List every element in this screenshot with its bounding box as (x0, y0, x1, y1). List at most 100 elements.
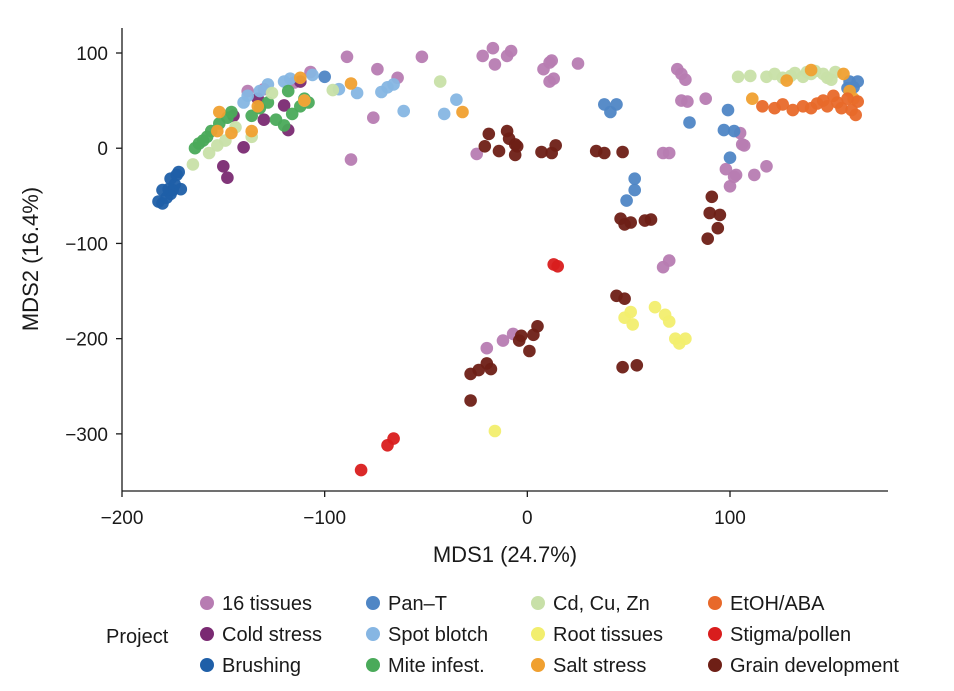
data-point (397, 104, 411, 118)
data-point (450, 93, 463, 106)
legend-title: Project (106, 626, 169, 648)
data-point (488, 424, 502, 438)
series-pan-t (318, 70, 864, 207)
data-point (549, 139, 562, 152)
legend-marker (366, 596, 380, 610)
data-point (202, 146, 216, 160)
data-point (703, 206, 716, 220)
legend-marker (200, 627, 214, 641)
data-point (849, 108, 862, 122)
data-point (598, 146, 611, 160)
data-point (387, 432, 400, 445)
data-point (624, 305, 637, 319)
data-point (780, 74, 793, 87)
legend-label: Brushing (222, 655, 301, 677)
data-point (294, 71, 307, 85)
legend-item: Cold stress (200, 624, 322, 646)
data-point (618, 292, 631, 306)
legend-item: 16 tissues (200, 593, 312, 615)
data-point (221, 171, 234, 184)
data-point (253, 84, 267, 98)
data-point (213, 105, 226, 119)
data-point (551, 260, 564, 273)
data-point (523, 344, 536, 358)
data-point (648, 300, 662, 314)
y-tick-label: 100 (76, 44, 108, 65)
data-point (237, 96, 250, 109)
legend-label: 16 tissues (222, 593, 312, 615)
x-tick-label: 100 (714, 508, 746, 529)
legend-label: Spot blotch (388, 624, 488, 646)
legend-item: Pan–T (366, 593, 447, 615)
data-point (257, 113, 271, 126)
legend-marker (708, 658, 722, 672)
legend-item: Cd, Cu, Zn (531, 593, 650, 615)
data-point (156, 183, 169, 197)
data-point (217, 160, 230, 173)
legend-item: Brushing (200, 655, 301, 677)
x-axis-title: MDS1 (24.7%) (433, 542, 577, 567)
data-point (705, 190, 719, 204)
data-point (265, 86, 279, 100)
data-point (277, 75, 291, 88)
data-point (371, 62, 384, 76)
data-point (851, 75, 864, 88)
series-root-tissues (488, 300, 692, 438)
data-point (616, 145, 629, 159)
data-point (211, 124, 224, 138)
data-point (662, 315, 676, 328)
legend-label: Mite infest. (388, 655, 485, 677)
data-point (496, 334, 510, 347)
legend-label: Root tissues (553, 624, 663, 646)
data-point (464, 394, 477, 407)
data-point (245, 109, 258, 123)
data-point (744, 69, 757, 83)
data-point (701, 232, 714, 245)
data-point (281, 84, 295, 98)
data-point (713, 208, 727, 222)
y-axis-title: MDS2 (16.4%) (18, 187, 43, 331)
data-point (776, 98, 789, 111)
data-point (456, 105, 469, 119)
data-point (737, 139, 751, 152)
data-point (679, 73, 692, 86)
legend-label: Cold stress (222, 624, 322, 646)
data-point (760, 160, 773, 173)
data-point (478, 140, 492, 153)
legend-label: Cd, Cu, Zn (553, 593, 650, 615)
data-point (433, 75, 447, 88)
series-brushing (152, 165, 188, 210)
legend-label: Pan–T (388, 593, 447, 615)
data-point (662, 254, 676, 267)
data-point (298, 94, 311, 107)
data-point (571, 57, 585, 70)
legend-item: Root tissues (531, 624, 663, 646)
series-etoh-aba (756, 89, 864, 122)
data-points (152, 41, 864, 477)
data-point (804, 63, 818, 77)
data-point (367, 111, 380, 124)
data-point (679, 332, 692, 346)
data-point (731, 70, 745, 84)
data-point (480, 341, 494, 355)
data-point (172, 165, 185, 179)
x-tick-label: −200 (101, 508, 144, 529)
data-point (644, 213, 658, 226)
legend-marker (708, 627, 722, 641)
data-point (354, 463, 368, 477)
data-point (318, 70, 332, 84)
data-point (628, 172, 641, 185)
series-stigma-pollen (354, 258, 564, 477)
data-point (225, 126, 238, 140)
data-point (504, 44, 518, 58)
data-point (681, 95, 694, 108)
y-tick-label: 0 (97, 139, 108, 160)
legend-item: EtOH/ABA (708, 593, 825, 615)
y-tick-label: −100 (65, 234, 108, 255)
data-point (727, 124, 741, 138)
data-point (721, 103, 735, 117)
data-point (237, 141, 250, 154)
x-tick-label: 0 (522, 508, 533, 529)
data-point (350, 86, 364, 100)
data-point (306, 68, 319, 82)
